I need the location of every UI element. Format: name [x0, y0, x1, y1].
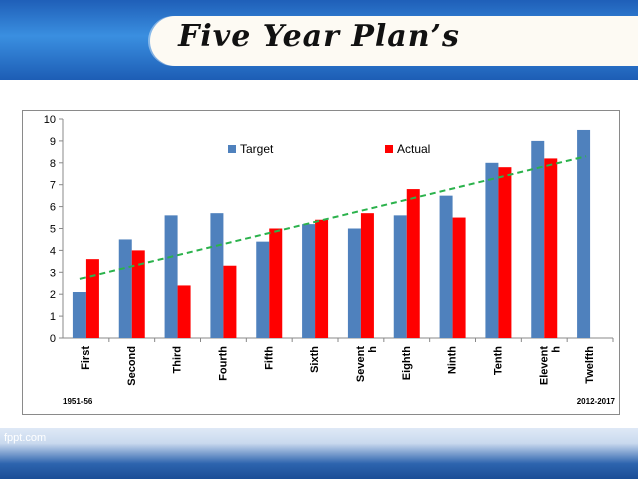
- bar-actual: [131, 250, 145, 338]
- x-category-label: Fourth: [217, 346, 229, 381]
- x-category-label: Second: [126, 346, 138, 386]
- y-tick-label: 4: [50, 245, 56, 257]
- x-category-label-line: Ninth: [447, 346, 459, 374]
- bar-actual: [85, 259, 99, 338]
- x-category-label-line: Twelfth: [584, 346, 596, 384]
- x-category-label-line: Tenth: [492, 346, 504, 375]
- y-tick-label: 1: [50, 311, 56, 323]
- title-band: [150, 16, 638, 66]
- footer-bar: fppt.com: [0, 428, 638, 479]
- y-tick-label: 7: [50, 180, 56, 192]
- x-category-label-line: Fourth: [217, 346, 229, 381]
- y-tick-label: 6: [50, 202, 56, 214]
- footer-brand: fppt.com: [4, 432, 47, 444]
- bar-actual: [269, 228, 283, 338]
- x-category-label: Fifth: [263, 346, 275, 370]
- trend-line: [79, 155, 587, 280]
- x-category-label: Eleventh: [538, 346, 562, 385]
- x-category-label: Third: [172, 346, 184, 374]
- bar-target: [72, 292, 86, 338]
- y-tick-label: 3: [50, 267, 56, 279]
- bar-target: [302, 224, 316, 338]
- legend-label-actual: Actual: [397, 142, 430, 156]
- start-period-label: 1951-56: [63, 397, 93, 406]
- y-tick-label: 2: [50, 289, 56, 301]
- x-category-label-line: Sevent: [355, 346, 367, 382]
- bar-actual: [177, 285, 191, 338]
- bar-target: [118, 239, 132, 338]
- x-category-label-line: h: [367, 346, 379, 353]
- bar-chart: 0 1 2 3 4 5 6 7 8 9 10 First Second Third Fourth Fifth S…: [44, 114, 614, 386]
- bar-target: [164, 215, 178, 338]
- legend-swatch-actual: [385, 145, 393, 153]
- y-tick-label: 8: [50, 158, 56, 170]
- x-category-label: Tenth: [492, 346, 504, 375]
- x-category-label-line: Elevent: [538, 346, 550, 385]
- bar-target: [577, 129, 591, 338]
- bar-actual: [315, 219, 329, 338]
- bar-target: [485, 162, 499, 338]
- bar-target: [347, 228, 361, 338]
- bar-actual: [223, 265, 237, 338]
- x-category-label-line: Second: [126, 346, 138, 386]
- x-category-label-line: Fifth: [263, 346, 275, 370]
- x-category-label: Seventh: [355, 346, 379, 382]
- bar-target: [393, 215, 407, 338]
- x-category-label: Twelfth: [584, 346, 596, 384]
- bar-target: [256, 241, 270, 338]
- y-tick-label: 0: [50, 333, 56, 345]
- legend-swatch-target: [228, 145, 236, 153]
- bar-actual: [406, 189, 420, 338]
- bar-actual: [544, 158, 558, 338]
- y-tick-label: 9: [50, 136, 56, 148]
- x-category-label: First: [80, 346, 92, 370]
- x-category-label-line: h: [550, 346, 562, 353]
- x-category-label: Ninth: [447, 346, 459, 374]
- legend-label-target: Target: [240, 142, 274, 156]
- slide-title: Five Year Plan’s: [178, 19, 460, 54]
- end-period-label: 2012-2017: [576, 397, 615, 406]
- title-banner: Five Year Plan’s: [0, 0, 638, 80]
- x-category-label-line: Third: [172, 346, 184, 374]
- x-category-label-line: Sixth: [309, 346, 321, 373]
- bar-target: [210, 213, 224, 338]
- x-category-label-line: First: [80, 346, 92, 370]
- bar-actual: [452, 217, 466, 338]
- x-category-label-line: Eighth: [401, 346, 413, 380]
- bar-actual: [360, 213, 374, 338]
- bar-target: [531, 140, 545, 338]
- x-category-label: Sixth: [309, 346, 321, 373]
- y-tick-label: 5: [50, 224, 56, 236]
- bar-actual: [498, 167, 512, 338]
- chart-area: 0 1 2 3 4 5 6 7 8 9 10 First Second Third Fourth Fifth S…: [22, 110, 620, 415]
- x-category-label: Eighth: [401, 346, 413, 380]
- y-tick-label: 10: [44, 114, 56, 126]
- bar-target: [439, 195, 453, 338]
